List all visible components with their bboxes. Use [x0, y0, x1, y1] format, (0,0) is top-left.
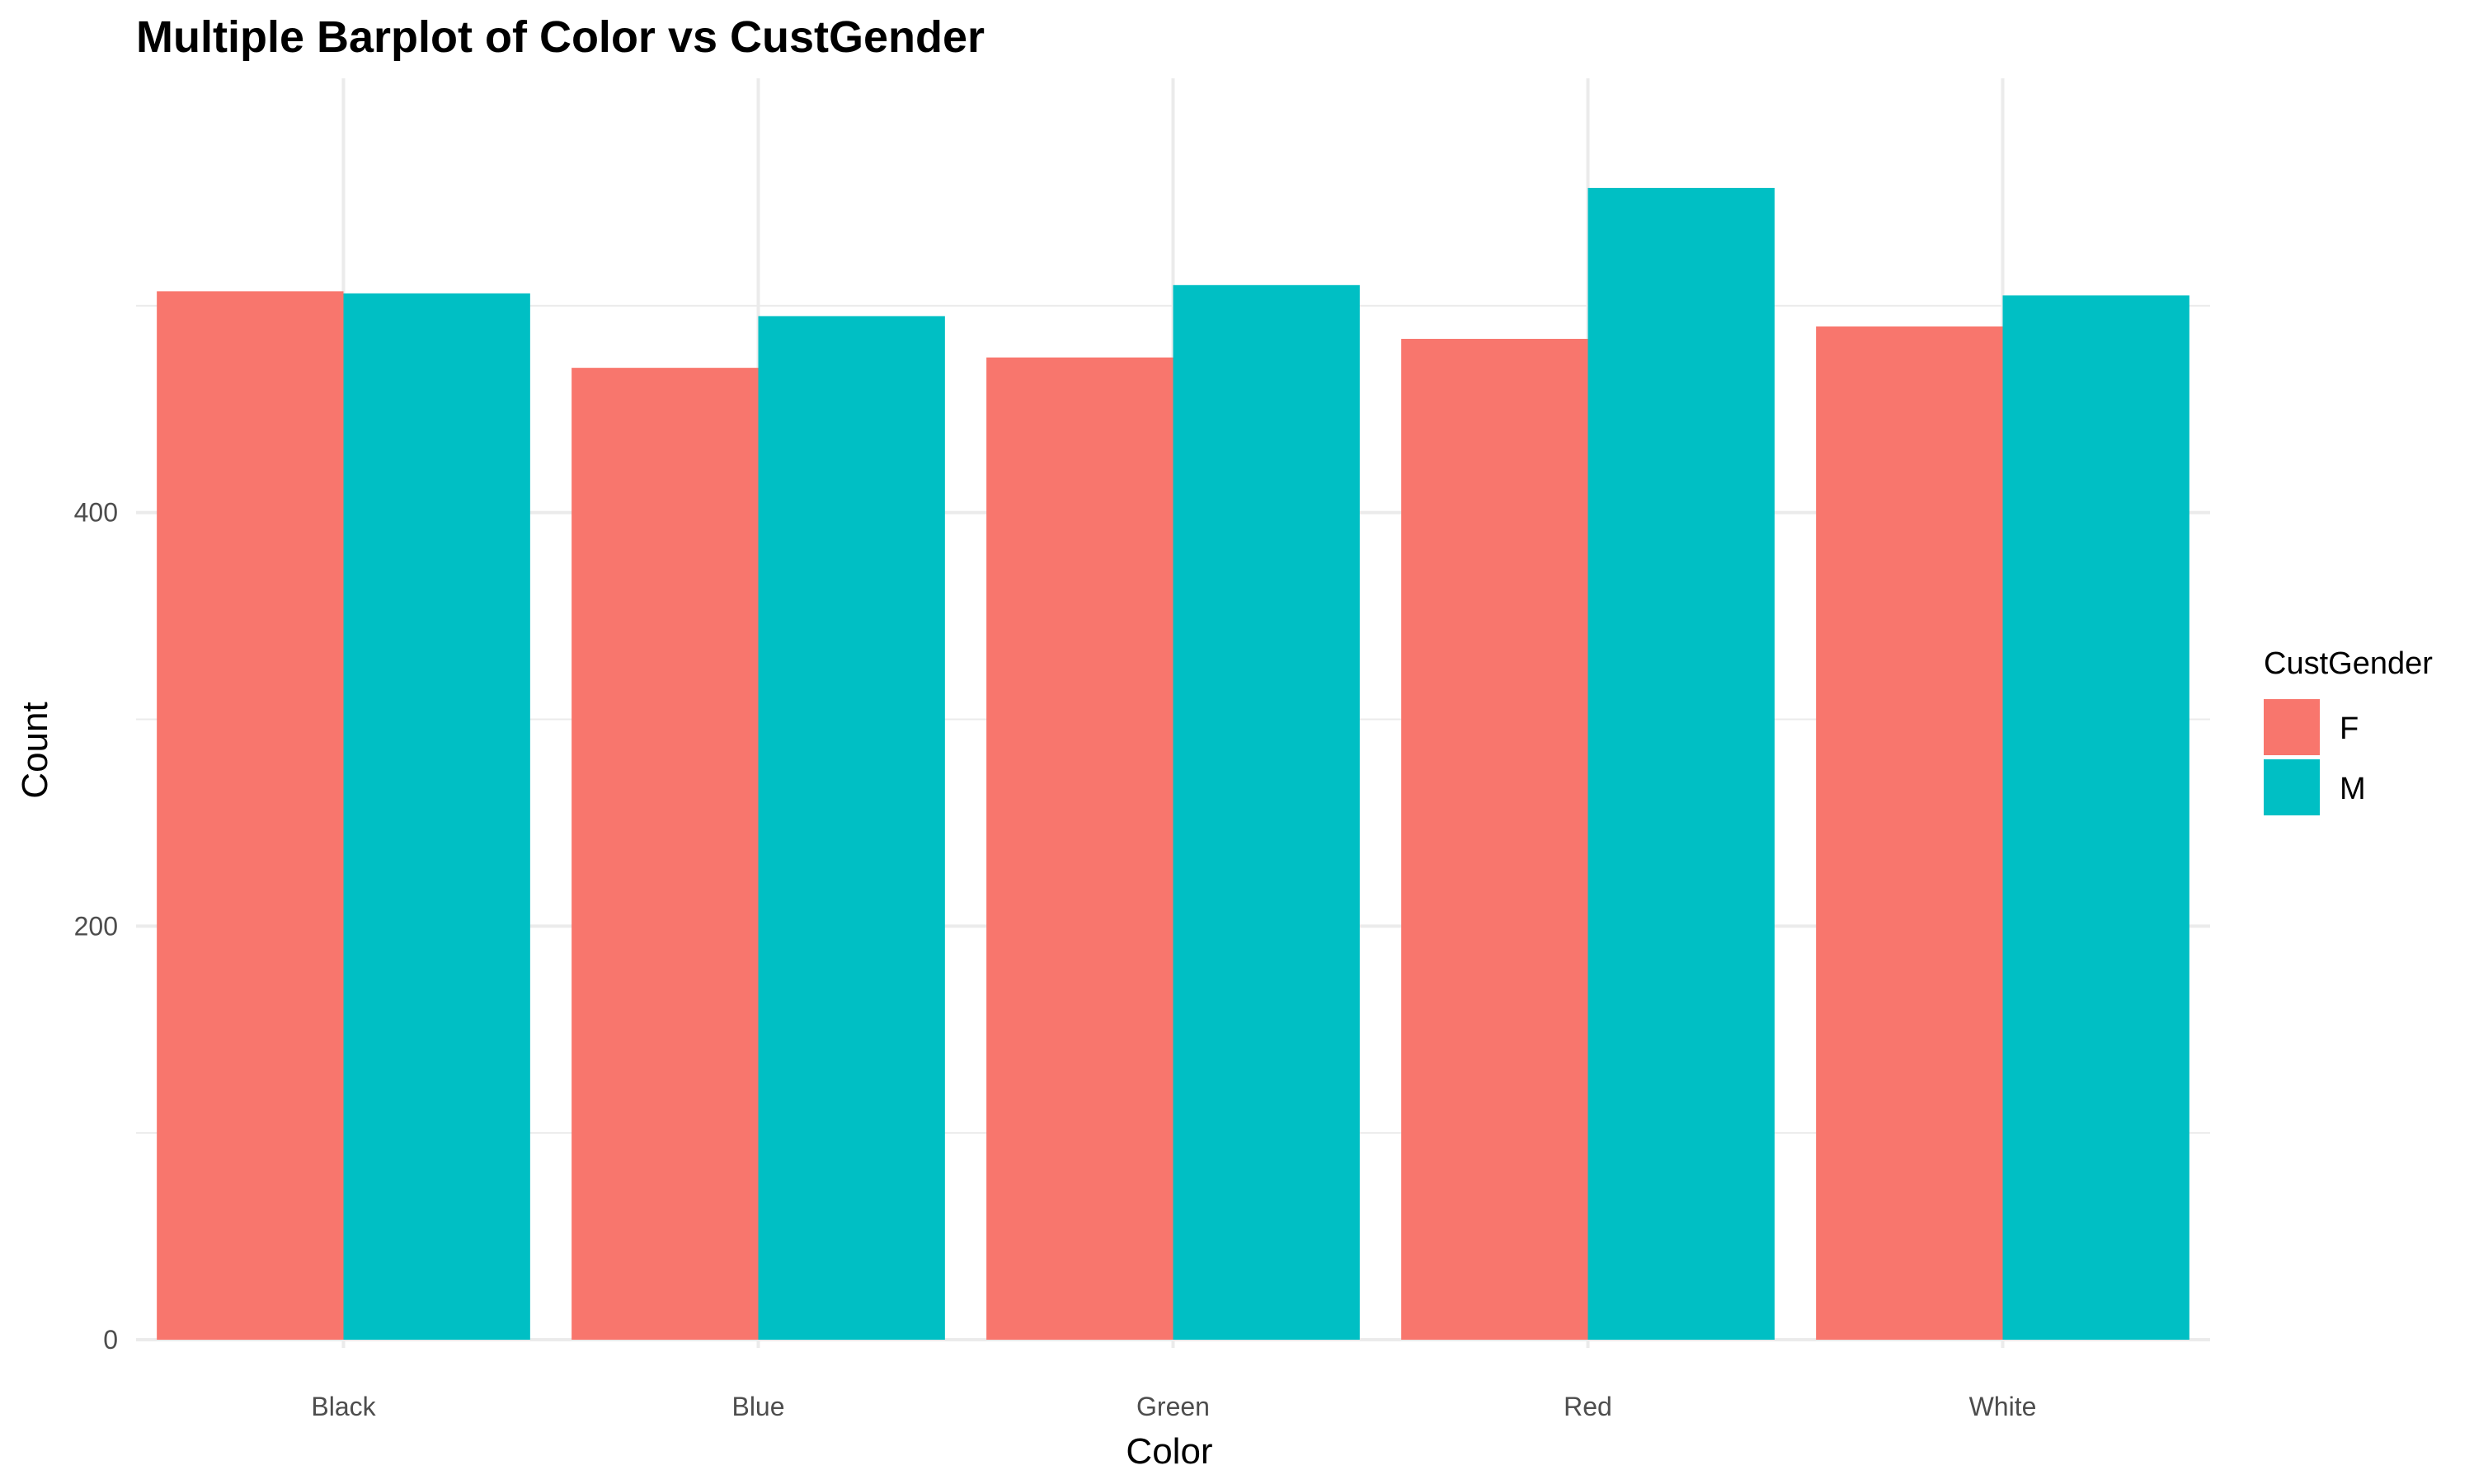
bar-white-m	[2002, 295, 2189, 1340]
y-axis-ticks: 0 200 400	[74, 498, 118, 1355]
chart-title: Multiple Barplot of Color vs CustGender	[136, 12, 985, 62]
x-axis-ticks: Black Blue Green Red White	[311, 1392, 2036, 1421]
x-tick-label: Black	[311, 1392, 376, 1421]
legend-label-m: M	[2340, 772, 2366, 806]
bar-red-f	[1401, 339, 1588, 1340]
bar-green-m	[1173, 284, 1360, 1340]
y-tick-label: 400	[74, 498, 118, 528]
x-tick-label: Blue	[731, 1392, 784, 1421]
bar-black-m	[343, 293, 530, 1340]
bar-black-f	[157, 291, 344, 1340]
bar-blue-f	[571, 368, 759, 1340]
y-tick-label: 200	[74, 911, 118, 941]
bar-red-m	[1587, 187, 1775, 1340]
bars	[157, 187, 2189, 1340]
bar-green-f	[986, 357, 1174, 1340]
y-tick-label: 0	[103, 1325, 118, 1355]
legend-key-m	[2264, 759, 2320, 815]
legend: CustGender FM	[2264, 646, 2433, 815]
legend-title: CustGender	[2264, 646, 2433, 681]
bar-blue-m	[758, 316, 945, 1340]
bar-white-f	[1816, 326, 2003, 1340]
x-tick-label: Red	[1564, 1392, 1612, 1421]
legend-key-f	[2264, 699, 2320, 755]
x-tick-label: White	[1969, 1392, 2037, 1421]
x-tick-label: Green	[1136, 1392, 1210, 1421]
y-axis-title: Count	[15, 702, 55, 798]
legend-label-f: F	[2340, 711, 2359, 746]
x-axis-title: Color	[1126, 1431, 1212, 1472]
